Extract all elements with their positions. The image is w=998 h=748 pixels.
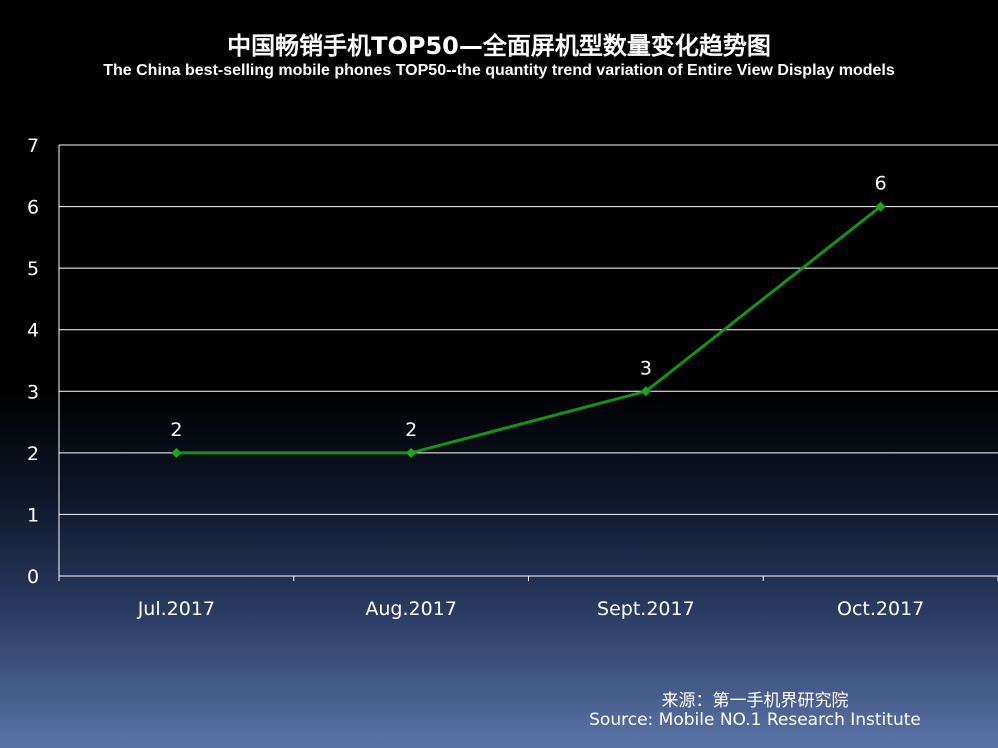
data-labels: 2 2 3 6	[170, 173, 886, 441]
grid-lines	[59, 144, 998, 515]
series-group	[171, 201, 886, 458]
data-label: 3	[640, 357, 652, 379]
chart-subtitle: The China best-selling mobile phones TOP…	[103, 62, 895, 79]
y-tick-label: 2	[27, 443, 39, 465]
y-tick-label: 0	[27, 566, 39, 588]
data-label: 6	[875, 173, 887, 195]
data-label: 2	[405, 419, 417, 441]
x-tick-label: Oct.2017	[837, 598, 924, 620]
data-point-marker	[875, 201, 886, 212]
chart-title: 中国畅销手机TOP50—全面屏机型数量变化趋势图	[227, 32, 771, 60]
x-tick-label: Aug.2017	[365, 598, 457, 620]
y-tick-label: 6	[27, 197, 39, 219]
y-tick-label: 3	[27, 381, 39, 403]
axes	[58, 145, 998, 581]
x-tick-label: Jul.2017	[137, 598, 215, 620]
data-point-marker	[171, 447, 182, 458]
y-tick-label: 7	[27, 135, 39, 157]
y-tick-labels: 0 1 2 3 4 5 6 7	[27, 135, 39, 588]
y-tick-label: 5	[27, 258, 39, 280]
y-tick-label: 1	[27, 504, 39, 526]
x-tick-label: Sept.2017	[597, 598, 695, 620]
data-point-marker	[406, 447, 417, 458]
data-label: 2	[170, 419, 182, 441]
source-english: Source: Mobile NO.1 Research Institute	[589, 710, 921, 730]
data-point-marker	[640, 386, 651, 397]
series-line	[176, 205, 882, 455]
source-chinese: 来源：第一手机界研究院	[661, 691, 849, 711]
y-tick-label: 4	[27, 320, 39, 342]
x-tick-labels: Jul.2017 Aug.2017 Sept.2017 Oct.2017	[137, 598, 925, 620]
